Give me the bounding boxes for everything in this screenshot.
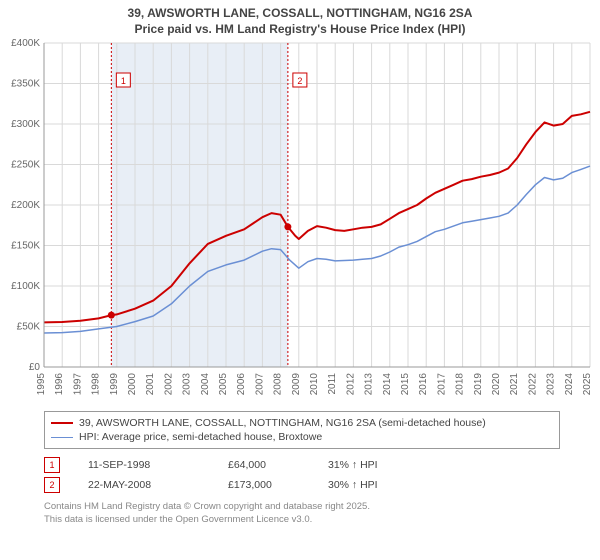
sale-marker: 1 xyxy=(44,457,60,473)
svg-text:£150K: £150K xyxy=(11,241,40,252)
svg-text:2018: 2018 xyxy=(455,373,466,396)
svg-text:2010: 2010 xyxy=(309,373,320,396)
svg-text:£0: £0 xyxy=(29,362,41,373)
svg-text:2020: 2020 xyxy=(491,373,502,396)
svg-text:2016: 2016 xyxy=(418,373,429,396)
chart-area: £0 £50K £100K £150K £200K £250K £300K £350K £400… xyxy=(0,37,600,407)
svg-text:2021: 2021 xyxy=(509,373,520,396)
svg-text:2022: 2022 xyxy=(527,373,538,396)
title-line-1: 39, AWSWORTH LANE, COSSALL, NOTTINGHAM, … xyxy=(128,6,473,20)
svg-text:2013: 2013 xyxy=(364,373,375,396)
svg-text:2019: 2019 xyxy=(473,373,484,396)
legend-swatch xyxy=(51,422,73,424)
title-line-2: Price paid vs. HM Land Registry's House … xyxy=(135,22,466,36)
svg-text:2014: 2014 xyxy=(382,373,393,396)
sale-date: 22-MAY-2008 xyxy=(88,479,228,491)
svg-text:2024: 2024 xyxy=(564,373,575,396)
svg-text:2: 2 xyxy=(297,76,302,86)
svg-text:2004: 2004 xyxy=(200,373,211,396)
sale-date: 11-SEP-1998 xyxy=(88,459,228,471)
svg-text:2000: 2000 xyxy=(127,373,138,396)
svg-text:1996: 1996 xyxy=(54,373,65,396)
legend-label: HPI: Average price, semi-detached house,… xyxy=(79,431,322,443)
sale-row: 1 11-SEP-1998£64,00031% ↑ HPI xyxy=(44,455,560,475)
svg-text:£350K: £350K xyxy=(11,79,40,90)
svg-text:2009: 2009 xyxy=(291,373,302,396)
svg-text:2011: 2011 xyxy=(327,373,338,395)
svg-text:1998: 1998 xyxy=(91,373,102,396)
legend-label: 39, AWSWORTH LANE, COSSALL, NOTTINGHAM, … xyxy=(79,417,486,429)
svg-text:2003: 2003 xyxy=(182,373,193,396)
svg-text:£50K: £50K xyxy=(17,322,41,333)
svg-text:2002: 2002 xyxy=(163,373,174,396)
sales-table: 1 11-SEP-1998£64,00031% ↑ HPI 2 22-MAY-2008… xyxy=(44,455,560,495)
legend-swatch xyxy=(51,437,73,438)
svg-text:£300K: £300K xyxy=(11,119,40,130)
svg-text:2015: 2015 xyxy=(400,373,411,396)
footnote: Contains HM Land Registry data © Crown c… xyxy=(44,501,560,526)
sale-pct: 31% ↑ HPI xyxy=(328,459,448,471)
sale-price: £64,000 xyxy=(228,459,328,471)
sale-marker: 2 xyxy=(44,477,60,493)
svg-text:£400K: £400K xyxy=(11,38,40,49)
line-chart-svg: £0 £50K £100K £150K £200K £250K £300K £350K £400… xyxy=(0,37,600,407)
svg-text:2012: 2012 xyxy=(345,373,356,396)
svg-text:£200K: £200K xyxy=(11,200,40,211)
footnote-line-2: This data is licensed under the Open Gov… xyxy=(44,514,312,525)
sale-row: 2 22-MAY-2008£173,00030% ↑ HPI xyxy=(44,475,560,495)
svg-text:2006: 2006 xyxy=(236,373,247,396)
svg-text:2007: 2007 xyxy=(254,373,265,396)
svg-text:1999: 1999 xyxy=(109,373,120,396)
svg-text:1: 1 xyxy=(121,76,126,86)
svg-text:2023: 2023 xyxy=(546,373,557,396)
svg-text:2025: 2025 xyxy=(582,373,593,396)
svg-text:1997: 1997 xyxy=(72,373,83,396)
svg-text:2008: 2008 xyxy=(273,373,284,396)
chart-title: 39, AWSWORTH LANE, COSSALL, NOTTINGHAM, … xyxy=(0,0,600,37)
footnote-line-1: Contains HM Land Registry data © Crown c… xyxy=(44,501,370,512)
svg-text:2005: 2005 xyxy=(218,373,229,396)
svg-text:£250K: £250K xyxy=(11,160,40,171)
sale-pct: 30% ↑ HPI xyxy=(328,479,448,491)
legend-item: 39, AWSWORTH LANE, COSSALL, NOTTINGHAM, … xyxy=(51,416,553,430)
svg-text:1995: 1995 xyxy=(36,373,47,396)
legend: 39, AWSWORTH LANE, COSSALL, NOTTINGHAM, … xyxy=(44,411,560,449)
legend-item: HPI: Average price, semi-detached house,… xyxy=(51,430,553,444)
svg-text:2017: 2017 xyxy=(436,373,447,396)
svg-text:£100K: £100K xyxy=(11,281,40,292)
svg-text:2001: 2001 xyxy=(145,373,156,396)
sale-price: £173,000 xyxy=(228,479,328,491)
